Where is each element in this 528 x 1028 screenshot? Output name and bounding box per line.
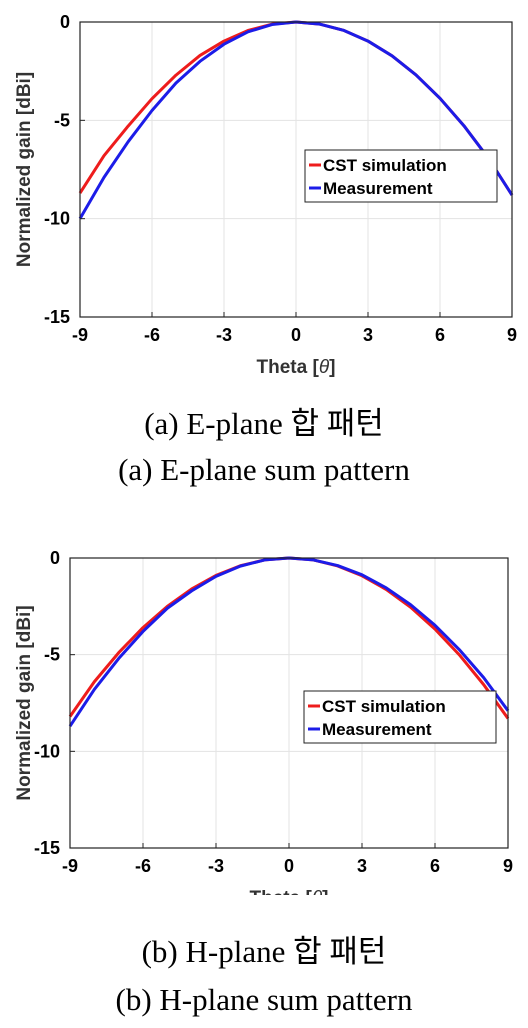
x-tick-label: -6: [144, 325, 160, 345]
x-tick-label: 3: [363, 325, 373, 345]
y-tick-label: -15: [34, 838, 60, 858]
x-tick-label: 6: [430, 856, 440, 876]
x-tick-label: 9: [503, 856, 513, 876]
y-tick-label: -5: [54, 110, 70, 130]
caption-a-korean: (a) E-plane 합 패턴: [144, 406, 384, 441]
caption-b-korean: (b) H-plane 합 패턴: [141, 934, 387, 969]
e-plane-chart: -9 -6 -3 0 3 6 9 0 -5 -10 -15 Theta [θ] Normalized g…: [14, 12, 517, 378]
y-tick-label: 0: [60, 12, 70, 32]
caption-b-english: (b) H-plane sum pattern: [115, 982, 413, 1017]
y-tick-label: -10: [34, 741, 60, 761]
h-plane-chart: -9 -6 -3 0 3 6 9 0 -5 -10 -15 Theta [θ] Normalized g…: [14, 548, 513, 895]
legend-label: CST simulation: [323, 156, 447, 175]
y-tick-label: 0: [50, 548, 60, 568]
x-tick-label: 0: [284, 856, 294, 876]
x-axis-label: Theta [θ]: [250, 888, 329, 895]
x-tick-label: -6: [135, 856, 151, 876]
x-tick-label: 6: [435, 325, 445, 345]
x-tick-label: 3: [357, 856, 367, 876]
caption-a-english: (a) E-plane sum pattern: [118, 452, 410, 487]
legend-label: Measurement: [323, 179, 433, 198]
legend-label: CST simulation: [322, 697, 446, 716]
x-tick-label: -9: [72, 325, 88, 345]
y-axis-label: Normalized gain [dBi]: [14, 72, 35, 267]
y-tick-label: -10: [44, 209, 70, 229]
y-tick-label: -15: [44, 307, 70, 327]
y-tick-label: -5: [44, 645, 60, 665]
x-tick-label: -3: [216, 325, 232, 345]
x-tick-label: -3: [208, 856, 224, 876]
x-tick-label: -9: [62, 856, 78, 876]
legend-box: [303, 690, 497, 744]
x-axis-label: Theta [θ]: [257, 357, 336, 378]
x-tick-label: 9: [507, 325, 517, 345]
legend-label: Measurement: [322, 720, 432, 739]
x-tick-label: 0: [291, 325, 301, 345]
legend: CST simulation Measurement: [303, 690, 497, 744]
legend: CST simulation Measurement: [304, 149, 498, 203]
y-axis-label: Normalized gain [dBi]: [14, 605, 35, 800]
legend-box: [304, 149, 498, 203]
